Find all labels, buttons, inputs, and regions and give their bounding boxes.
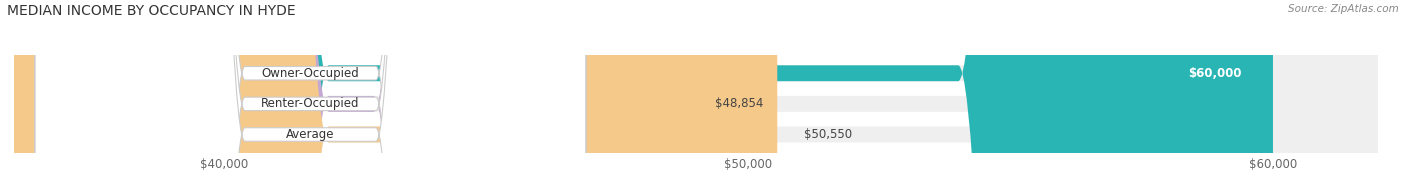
Text: $60,000: $60,000 <box>1188 67 1241 80</box>
FancyBboxPatch shape <box>35 0 586 196</box>
Text: Renter-Occupied: Renter-Occupied <box>262 97 360 110</box>
FancyBboxPatch shape <box>14 0 1378 196</box>
Text: MEDIAN INCOME BY OCCUPANCY IN HYDE: MEDIAN INCOME BY OCCUPANCY IN HYDE <box>7 4 295 18</box>
FancyBboxPatch shape <box>14 0 689 196</box>
Text: $48,854: $48,854 <box>714 97 763 110</box>
FancyBboxPatch shape <box>35 0 586 196</box>
Text: $50,550: $50,550 <box>803 128 852 141</box>
FancyBboxPatch shape <box>14 0 1378 196</box>
FancyBboxPatch shape <box>14 0 1272 196</box>
FancyBboxPatch shape <box>14 0 1378 196</box>
Text: Average: Average <box>287 128 335 141</box>
FancyBboxPatch shape <box>14 0 778 196</box>
FancyBboxPatch shape <box>35 0 586 196</box>
Text: Owner-Occupied: Owner-Occupied <box>262 67 360 80</box>
Text: Source: ZipAtlas.com: Source: ZipAtlas.com <box>1288 4 1399 14</box>
